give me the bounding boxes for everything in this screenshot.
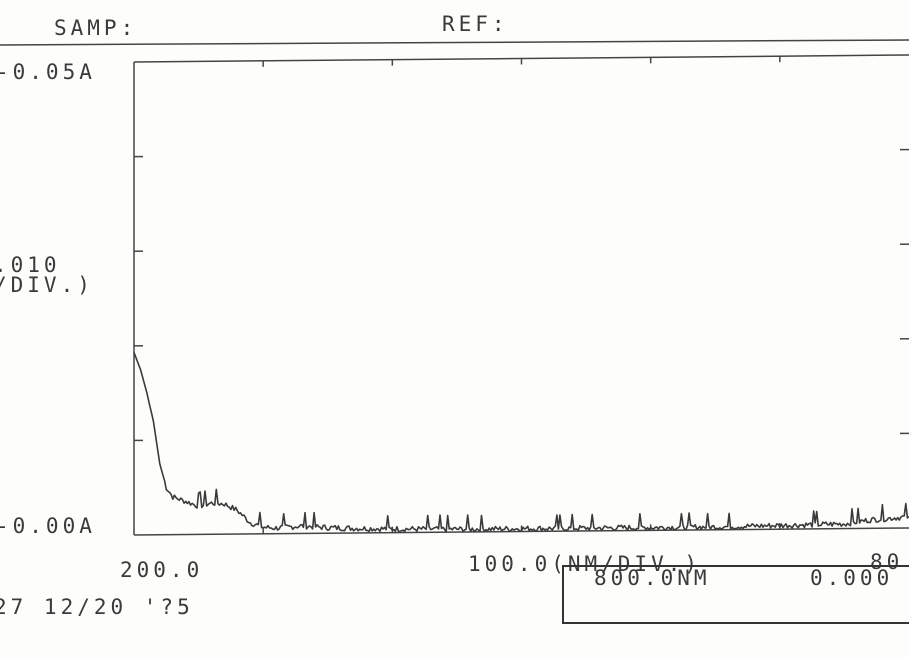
- x-axis-label: 100.0(NM/DIV.): [468, 552, 702, 576]
- readout-value: 0.000: [810, 566, 894, 590]
- y-scale-unit: /DIV.): [0, 273, 94, 297]
- ref-label: REF:: [442, 12, 509, 36]
- y-scale-value: .010: [0, 253, 61, 277]
- x-tick-label-left: 200.0: [120, 558, 204, 582]
- y-tick-label-top: -0.05A: [0, 60, 96, 84]
- tick-marks: [134, 56, 909, 534]
- samp-label: SAMP:: [54, 16, 138, 40]
- date-stamp: 27 12/20 '?5: [0, 595, 194, 619]
- absorbance-line: [133, 352, 909, 533]
- x-tick-label-right: 80: [870, 550, 904, 574]
- readout-wavelength: 800.0NM: [594, 566, 711, 590]
- y-tick-label-bottom: -0.00A: [0, 514, 96, 538]
- header-rule: [0, 39, 909, 46]
- readout-box: [562, 565, 909, 624]
